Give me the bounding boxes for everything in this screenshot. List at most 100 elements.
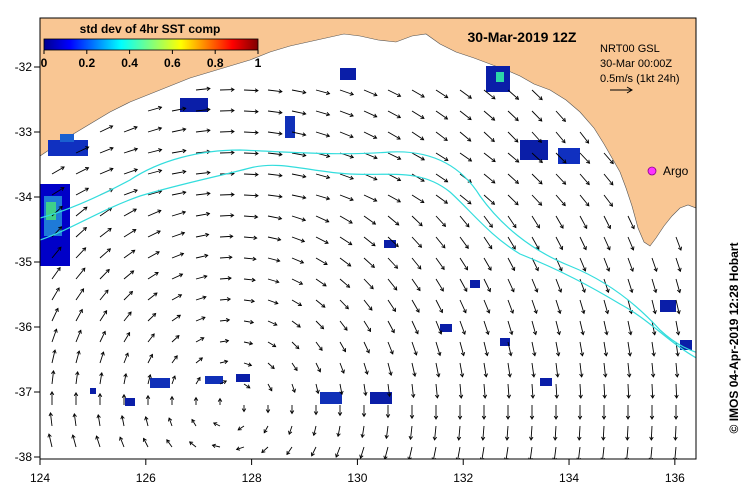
current-vector <box>363 362 368 375</box>
current-vector-head <box>510 288 515 293</box>
current-vector-head <box>557 309 562 315</box>
current-vector-head <box>206 107 211 112</box>
current-vector-head <box>396 177 402 182</box>
current-vector <box>315 257 328 265</box>
current-vector <box>435 152 449 161</box>
current-vector-head <box>133 125 138 130</box>
current-vector <box>75 267 86 280</box>
current-vector-head <box>302 90 307 95</box>
current-vector-head <box>579 352 585 357</box>
current-vector-head <box>444 94 449 99</box>
current-vector <box>627 236 634 251</box>
current-vector <box>531 341 536 356</box>
current-vector-head <box>436 373 441 378</box>
current-vector-head <box>60 187 65 191</box>
colorbar-tick-label: 0.8 <box>207 56 224 70</box>
current-vector <box>119 437 125 448</box>
current-vector-head <box>80 288 85 293</box>
current-vector <box>335 446 341 458</box>
current-vector <box>313 425 317 436</box>
current-vector <box>171 355 178 364</box>
current-vector <box>121 415 125 427</box>
current-vector-head <box>265 409 271 414</box>
current-vector <box>339 173 354 180</box>
current-vector <box>339 383 343 395</box>
current-vector <box>171 191 186 196</box>
current-vector-head <box>58 226 63 231</box>
current-vector-head <box>558 288 563 293</box>
current-vector-head <box>84 166 90 171</box>
current-vector <box>243 152 259 155</box>
current-vector-head <box>467 137 472 142</box>
current-vector <box>627 257 634 272</box>
current-vector <box>123 249 136 259</box>
current-vector-head <box>394 264 399 269</box>
current-vector <box>363 236 376 247</box>
current-vector <box>483 131 495 142</box>
current-vector-head <box>349 175 354 180</box>
current-vector-head <box>677 246 683 251</box>
current-vector-head <box>511 266 516 272</box>
current-vector <box>555 362 559 377</box>
current-vector-head <box>254 193 259 198</box>
current-vector-head <box>120 415 125 420</box>
current-vector <box>434 425 437 440</box>
current-vector-head <box>300 238 306 243</box>
current-vector <box>531 215 540 229</box>
current-vector-head <box>515 158 520 163</box>
current-vector <box>123 148 138 154</box>
colorbar-tick-label: 0.4 <box>121 56 138 70</box>
current-vector <box>651 383 654 399</box>
current-vector-head <box>531 373 536 378</box>
current-vector-head <box>250 298 256 304</box>
argo-marker[interactable]: Argo <box>647 164 689 178</box>
current-vector <box>387 215 400 226</box>
current-vector-head <box>505 415 511 420</box>
current-vector <box>219 319 230 322</box>
current-vector <box>603 215 611 229</box>
current-vector <box>411 110 425 119</box>
lat-tick-label: -38 <box>15 450 33 464</box>
current-vector-head <box>537 138 542 144</box>
current-vector-head <box>254 214 259 219</box>
current-vector-head <box>411 393 416 399</box>
current-vector <box>507 362 511 377</box>
current-vector <box>411 320 419 334</box>
current-vector <box>339 215 353 224</box>
argo-marker-dot[interactable] <box>647 166 657 176</box>
current-vector <box>267 152 282 156</box>
current-vector <box>483 110 495 121</box>
current-vector <box>243 215 258 218</box>
current-vector-head <box>130 270 135 275</box>
current-vector-head <box>278 194 283 199</box>
current-vector <box>555 320 560 335</box>
current-vector-head <box>605 288 610 294</box>
current-vector-head <box>322 282 327 287</box>
current-vector-head <box>200 337 205 342</box>
current-vector-head <box>561 117 566 123</box>
current-vector-head <box>95 435 100 440</box>
current-vector <box>459 194 472 205</box>
current-vector-head <box>302 174 307 179</box>
current-vector <box>435 89 448 99</box>
current-vector <box>267 194 282 198</box>
current-vector-head <box>84 187 90 192</box>
current-vector <box>147 169 162 175</box>
current-vector <box>651 278 657 293</box>
current-vector <box>555 194 566 206</box>
current-vector <box>387 194 401 203</box>
current-vector <box>531 152 543 163</box>
current-vector-head <box>604 331 609 336</box>
current-vector <box>387 152 401 160</box>
current-vector <box>195 316 206 322</box>
current-vector <box>291 89 306 94</box>
current-vector <box>219 360 228 364</box>
current-vector <box>315 341 323 351</box>
current-vector <box>145 416 149 427</box>
lon-tick-label: 134 <box>559 471 579 485</box>
current-vector-head <box>149 353 154 358</box>
current-vector <box>555 131 566 144</box>
current-vector-head <box>274 300 279 305</box>
current-vector-head <box>206 128 211 133</box>
current-vector-head <box>126 331 131 337</box>
